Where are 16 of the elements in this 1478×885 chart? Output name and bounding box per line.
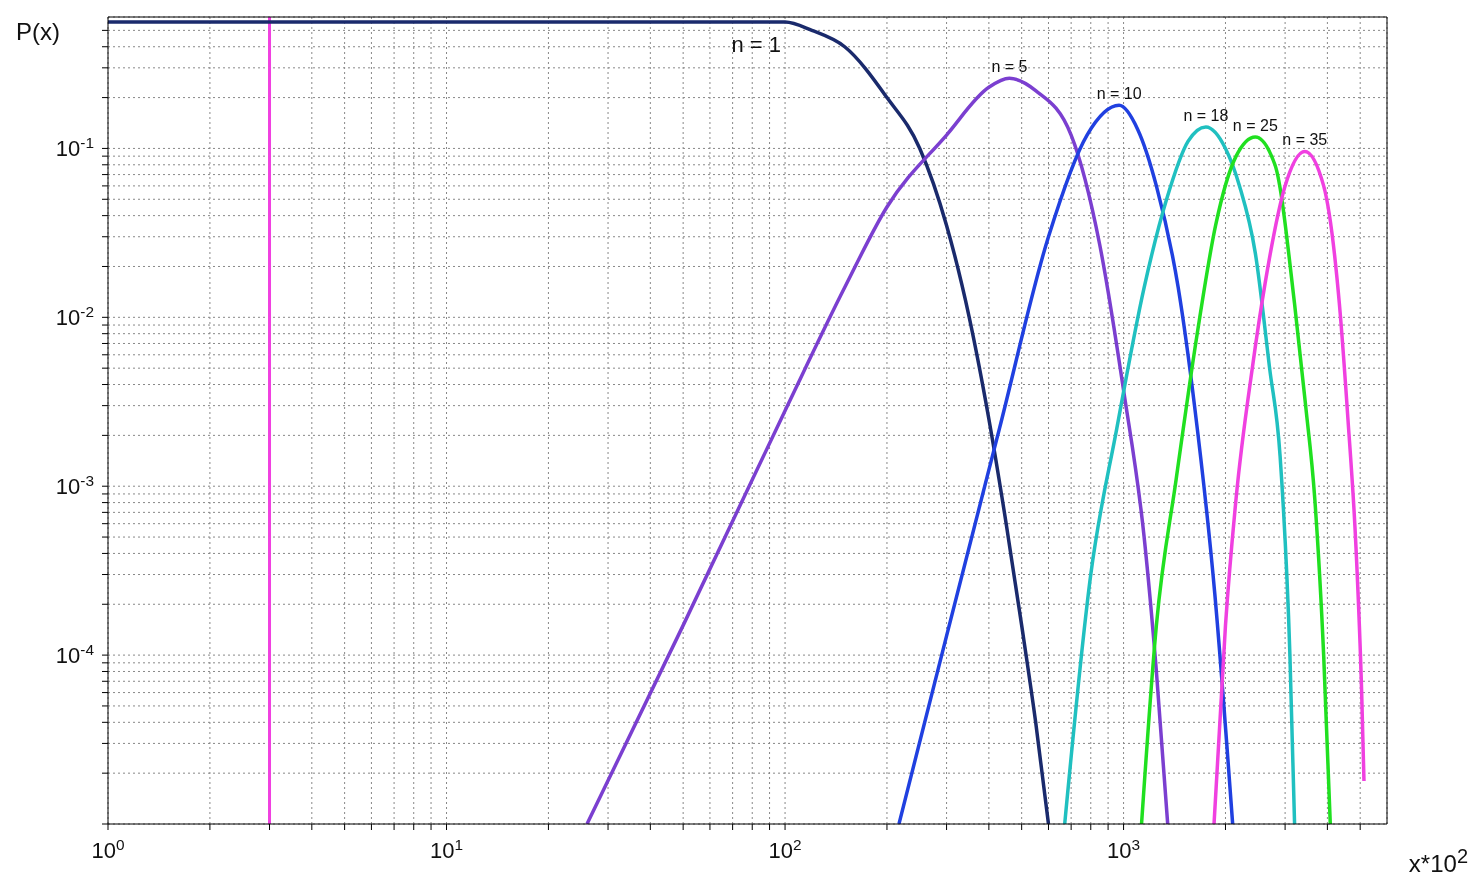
series-label: n = 1 (731, 32, 782, 58)
series-label: n = 10 (1096, 85, 1142, 103)
series-label: n = 5 (991, 58, 1028, 76)
y-axis-title: P(x) (16, 18, 60, 46)
x-tick-label: 10$^{2}$ (768, 835, 802, 863)
x-tick-label: 10$^{0}$ (91, 835, 125, 863)
x-axis-title: x*10$^{2}$ (1408, 845, 1468, 878)
x-tick-label: 10$^{1}$ (430, 835, 464, 863)
y-tick-label: 10$^{-2}$ (55, 302, 94, 331)
y-tick-label: 10$^{-1}$ (55, 133, 94, 162)
series-label: n = 35 (1282, 131, 1328, 149)
y-tick-label: 10$^{-4}$ (55, 640, 95, 669)
series-label: n = 25 (1232, 116, 1278, 134)
x-tick-label: 10$^{3}$ (1107, 835, 1141, 863)
y-tick-label: 10$^{-3}$ (55, 471, 94, 500)
series-label: n = 18 (1183, 106, 1229, 124)
